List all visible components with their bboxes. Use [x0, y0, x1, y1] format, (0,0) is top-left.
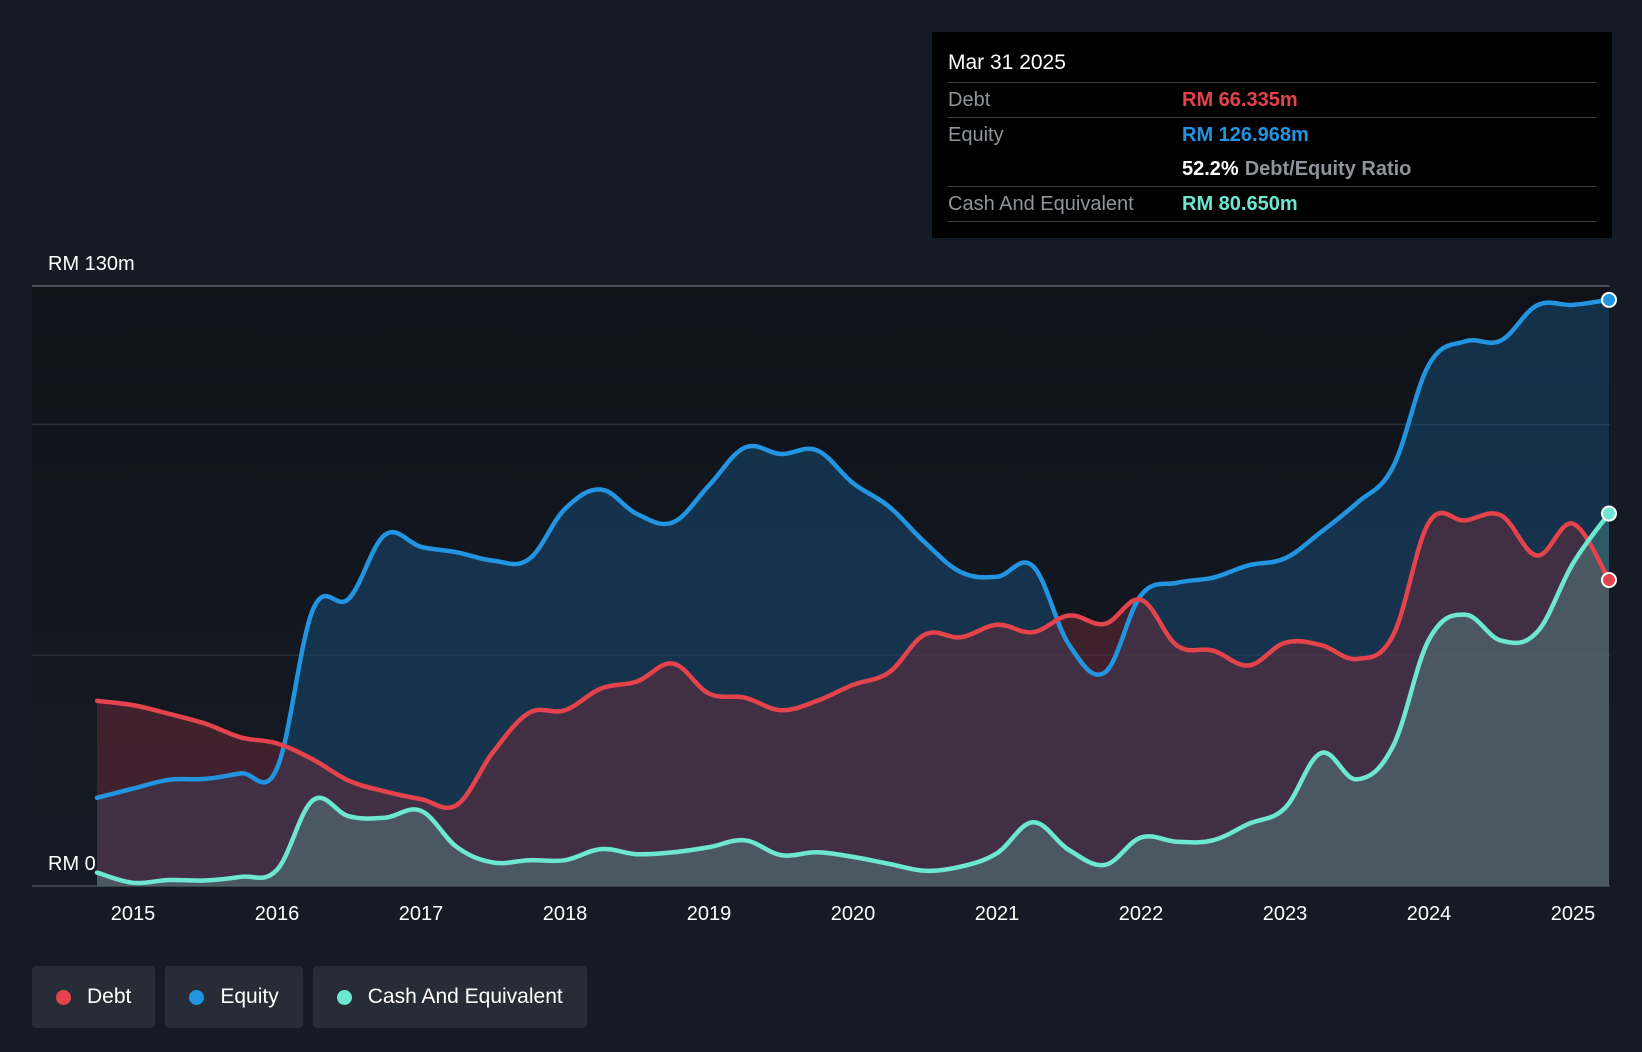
tooltip-cash-value: RM 80.650m: [1182, 193, 1298, 215]
debt-area: [97, 512, 1609, 886]
legend-item-cash[interactable]: Cash And Equivalent: [312, 966, 587, 1028]
x-tick-label: 2019: [687, 903, 732, 925]
cash-dot-icon: [336, 989, 352, 1005]
legend-label-equity: Equity: [220, 985, 279, 1008]
y-axis-labels: RM 130m RM 0: [48, 253, 135, 875]
x-axis-labels: 2015 2016 2017 2018 2019 2020 2021 2022 2023 2024…: [111, 903, 1596, 925]
tooltip-ratio-value: 52.2%: [1182, 158, 1239, 180]
x-tick-label: 2021: [975, 903, 1020, 925]
tooltip-equity-value: RM 126.968m: [1182, 124, 1309, 146]
series-endpoints: [1601, 291, 1617, 588]
x-tick-label: 2018: [543, 903, 588, 925]
legend-item-equity[interactable]: Equity: [165, 966, 303, 1028]
tooltip-ratio-row: 52.2% Debt/Equity Ratio: [948, 152, 1596, 187]
y-tick-label: RM 0: [48, 853, 96, 875]
x-tick-label: 2023: [1263, 903, 1308, 925]
tooltip-date: Mar 31 2025: [948, 48, 1596, 83]
equity-endpoint[interactable]: [1601, 291, 1617, 308]
legend-label-debt: Debt: [87, 985, 132, 1008]
x-tick-label: 2017: [399, 903, 444, 925]
legend-label-cash: Cash And Equivalent: [367, 985, 563, 1008]
tooltip: Mar 31 2025 Debt RM 66.335m Equity RM 12…: [932, 32, 1612, 238]
legend-item-debt[interactable]: Debt: [32, 966, 156, 1028]
x-tick-label: 2020: [831, 903, 876, 925]
tooltip-debt-label: Debt: [948, 89, 991, 111]
equity-line: [94, 297, 1612, 801]
legend: Debt Equity Cash And Equivalent: [32, 966, 587, 1028]
tooltip-ratio-label: Debt/Equity Ratio: [1244, 158, 1412, 180]
tooltip-debt-row: Debt RM 66.335m: [948, 83, 1596, 118]
tooltip-equity-row: Equity RM 126.968m: [948, 118, 1596, 152]
cash-line: [94, 511, 1612, 886]
y-tick-label: RM 130m: [48, 253, 135, 275]
tooltip-cash-label: Cash And Equivalent: [948, 193, 1134, 215]
equity-dot-icon: [189, 989, 205, 1005]
tooltip-equity-label: Equity: [948, 124, 1004, 146]
tooltip-ratio-spacer: [948, 152, 1182, 186]
x-tick-label: 2022: [1119, 903, 1164, 925]
tooltip-cash-row: Cash And Equivalent RM 80.650m: [948, 187, 1596, 222]
x-tick-label: 2015: [111, 903, 156, 925]
cash-endpoint[interactable]: [1601, 505, 1617, 522]
cash-area: [97, 513, 1609, 886]
x-tick-label: 2024: [1407, 903, 1452, 925]
x-tick-label: 2025: [1551, 903, 1596, 925]
debt-endpoint[interactable]: [1601, 572, 1617, 588]
debt-dot-icon: [56, 989, 71, 1005]
series-lines: [94, 297, 1612, 886]
series-areas: [97, 299, 1609, 886]
tooltip-debt-value: RM 66.335m: [1182, 89, 1298, 111]
x-tick-label: 2016: [255, 903, 300, 925]
debt-line: [94, 510, 1612, 811]
